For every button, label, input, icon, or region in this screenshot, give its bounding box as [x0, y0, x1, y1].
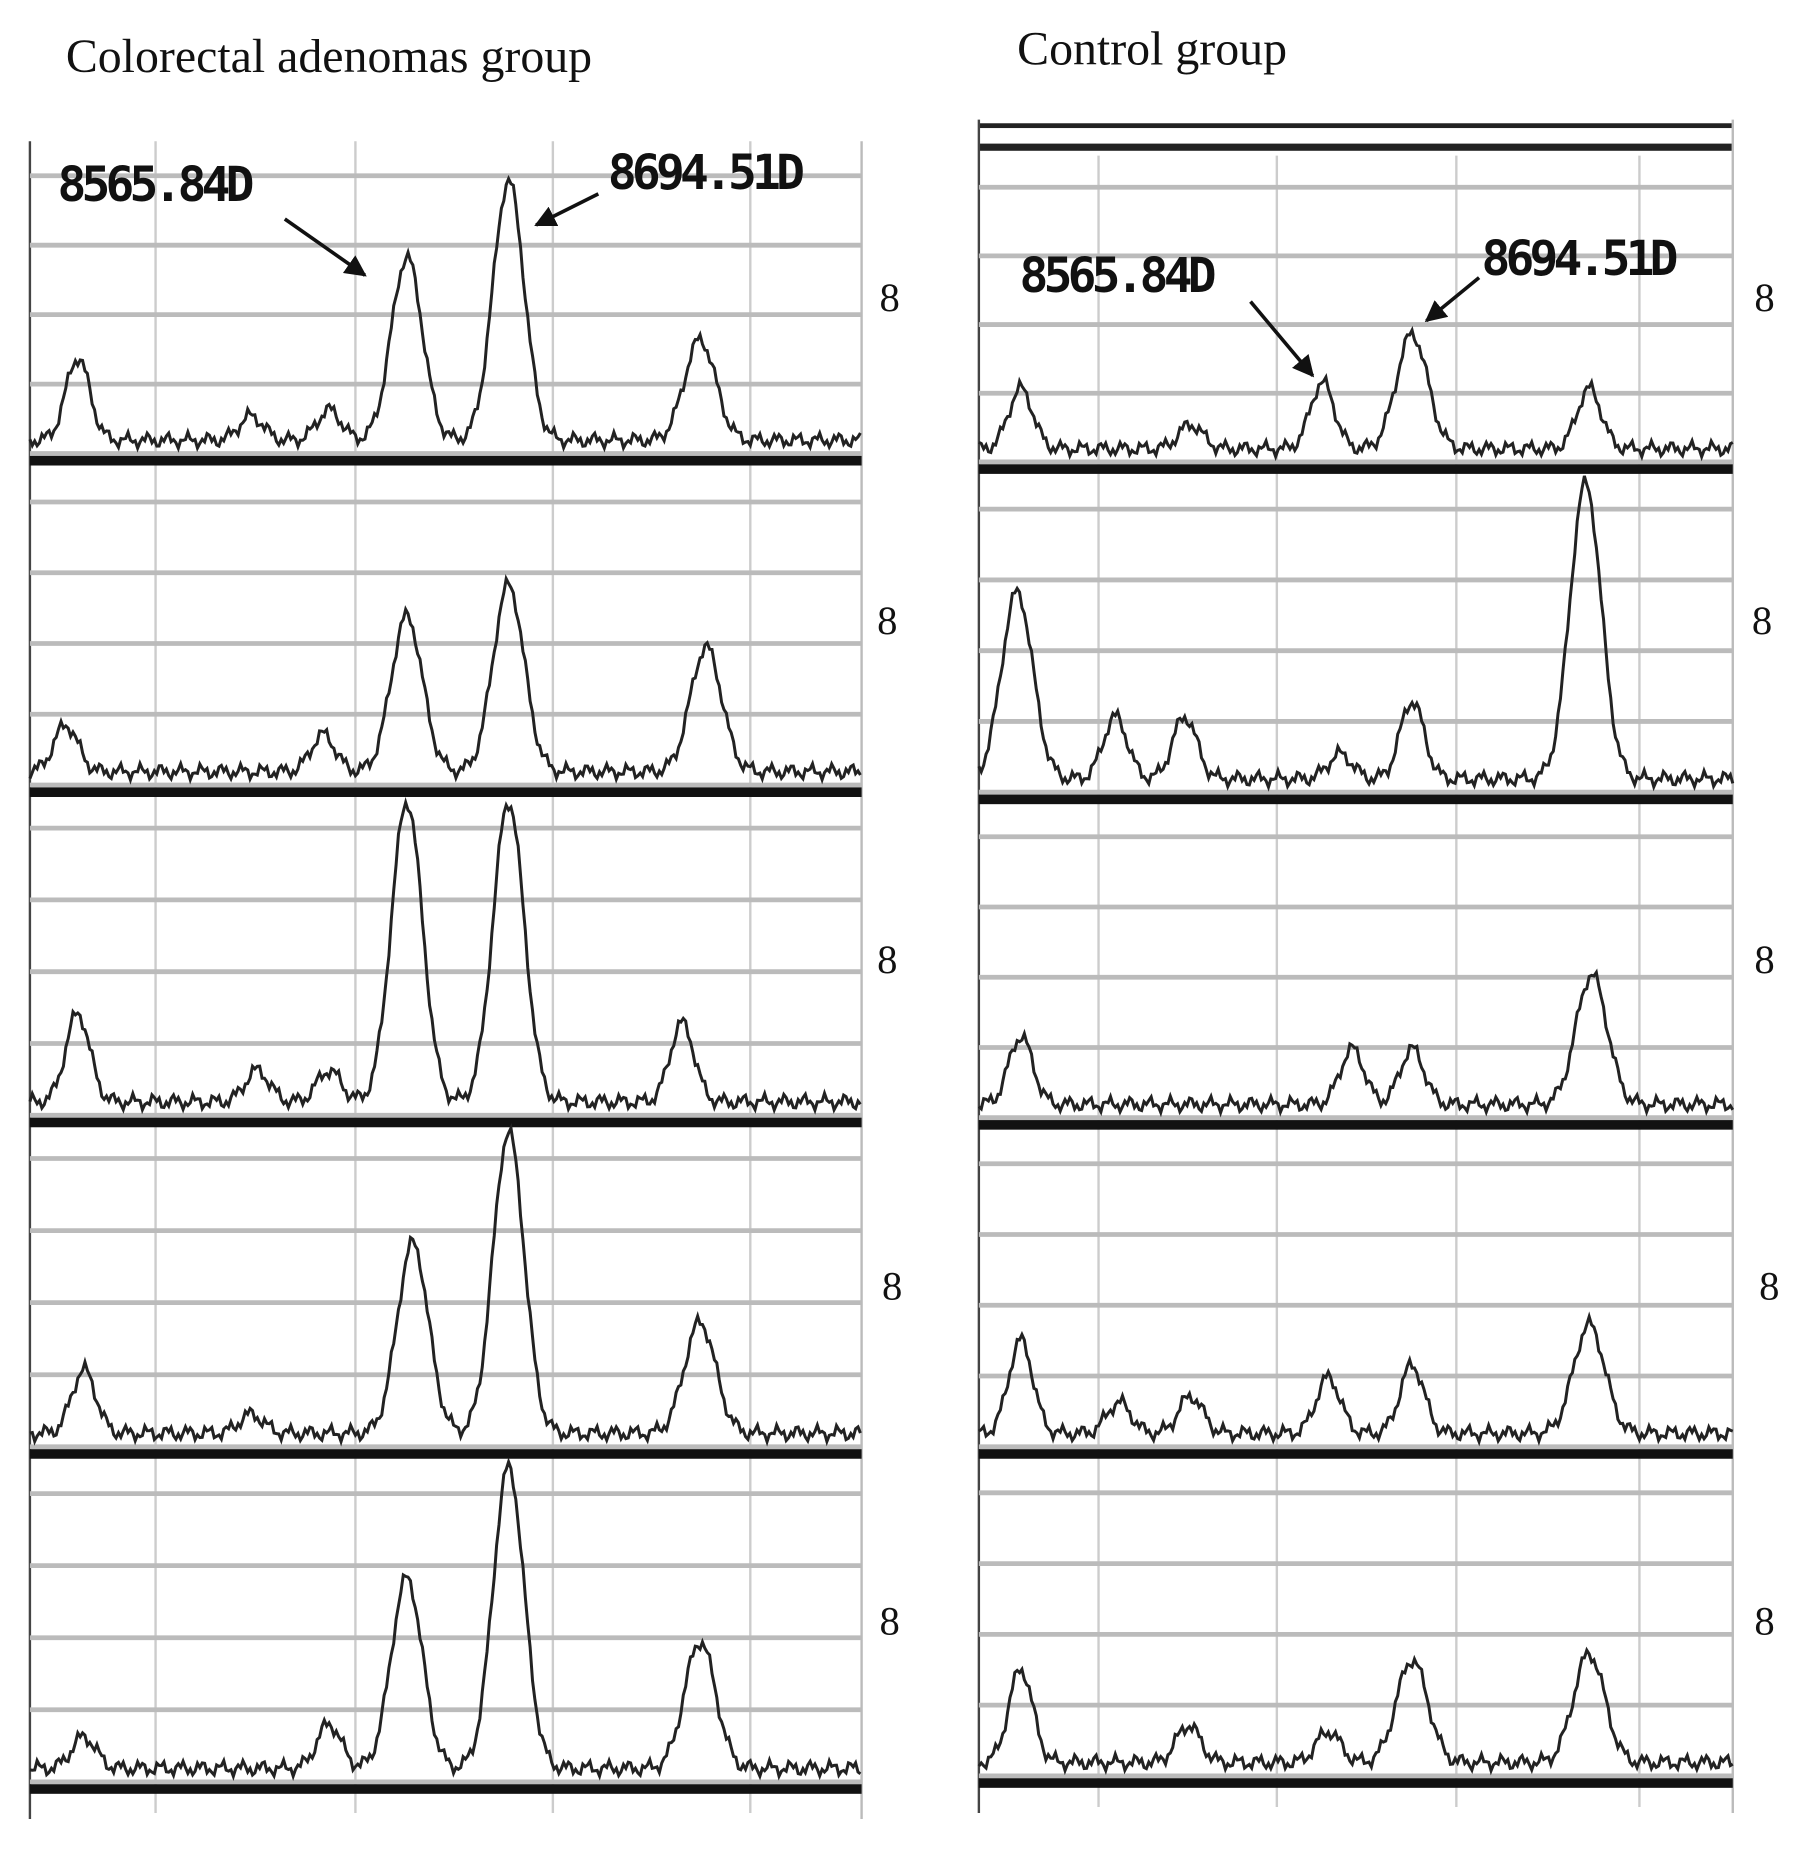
panels [28, 119, 1735, 1819]
baseline [978, 1778, 1733, 1788]
spectrum-trace [977, 1646, 1734, 1776]
side-label: 8 [1752, 598, 1772, 643]
side-label: 8 [1754, 1599, 1774, 1644]
top-bar [978, 123, 1733, 129]
baseline [978, 1449, 1733, 1459]
side-label: 8 [880, 275, 900, 320]
baseline [29, 1117, 862, 1128]
panel-title: Colorectal adenomas group [66, 30, 592, 83]
peak-label: 8694.51D [608, 146, 803, 201]
arrow [283, 217, 367, 277]
peak-label: 8565.84D [57, 158, 252, 213]
baseline [978, 464, 1733, 474]
baseline [29, 1449, 862, 1459]
arrow [534, 192, 600, 227]
baseline [978, 794, 1733, 805]
spectrum-trace [29, 1457, 862, 1782]
baseline [978, 1120, 1733, 1130]
spectrum-trace [977, 475, 1735, 792]
spectrum-trace [29, 1122, 862, 1447]
arrow [1249, 300, 1315, 378]
baseline [29, 787, 862, 797]
peak-label: 8694.51D [1481, 232, 1676, 287]
side-label: 8 [877, 937, 897, 982]
side-label: 8 [882, 1264, 902, 1309]
side-label: 8 [1754, 937, 1774, 982]
spectrum-trace [28, 574, 862, 785]
side-label: 8 [1759, 1264, 1779, 1309]
arrow [1424, 276, 1481, 323]
spectrum-trace [977, 968, 1735, 1118]
spectrum-trace [28, 796, 862, 1115]
baseline [29, 455, 862, 466]
side-label: 8 [877, 598, 897, 643]
side-label: 8 [1754, 275, 1774, 320]
spectrum-trace [978, 325, 1734, 462]
spectrum-trace [28, 174, 862, 453]
spectrum-trace [978, 1311, 1734, 1447]
peak-label: 8565.84D [1020, 249, 1215, 304]
top-bar [978, 143, 1733, 151]
panel-title: Control group [1017, 23, 1287, 76]
side-label: 8 [880, 1599, 900, 1644]
baseline [29, 1784, 862, 1794]
